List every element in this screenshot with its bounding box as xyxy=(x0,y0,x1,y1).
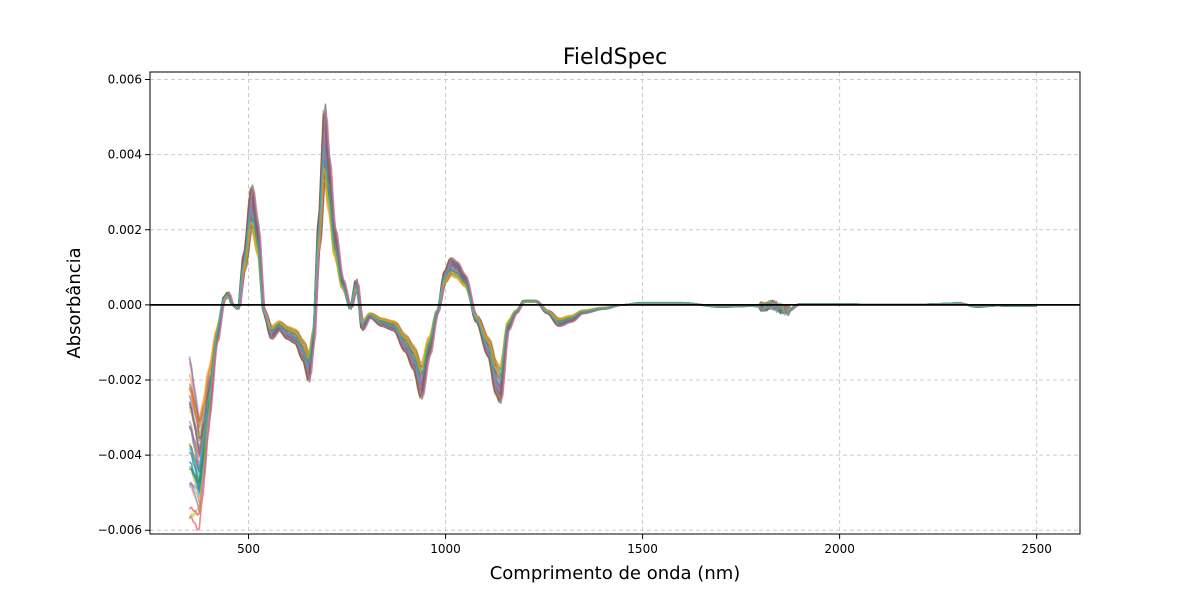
y-axis-title: Absorbância xyxy=(64,247,85,358)
y-tick-label: −0.004 xyxy=(98,448,142,462)
plot-frame xyxy=(149,71,1081,535)
y-tick-label: −0.006 xyxy=(98,523,142,537)
x-tick-label: 2500 xyxy=(1021,542,1052,556)
x-axis: 500 1000 1500 2000 2500 xyxy=(237,534,1052,556)
y-tick-label: 0.000 xyxy=(108,298,142,312)
grid xyxy=(150,72,1080,534)
x-tick-label: 500 xyxy=(237,542,260,556)
y-axis: −0.006 −0.004 −0.002 0.000 0.002 0.004 0.006 xyxy=(98,73,150,537)
x-tick-label: 1000 xyxy=(430,542,461,556)
x-tick-label: 1500 xyxy=(627,542,658,556)
y-tick-label: 0.004 xyxy=(108,148,142,162)
chart-title: FieldSpec xyxy=(563,45,667,70)
x-axis-title: Comprimento de onda (nm) xyxy=(490,563,741,584)
y-tick-label: 0.006 xyxy=(108,73,142,87)
x-tick-label: 2000 xyxy=(824,542,855,556)
y-tick-label: −0.002 xyxy=(98,373,142,387)
y-tick-label: 0.002 xyxy=(108,223,142,237)
